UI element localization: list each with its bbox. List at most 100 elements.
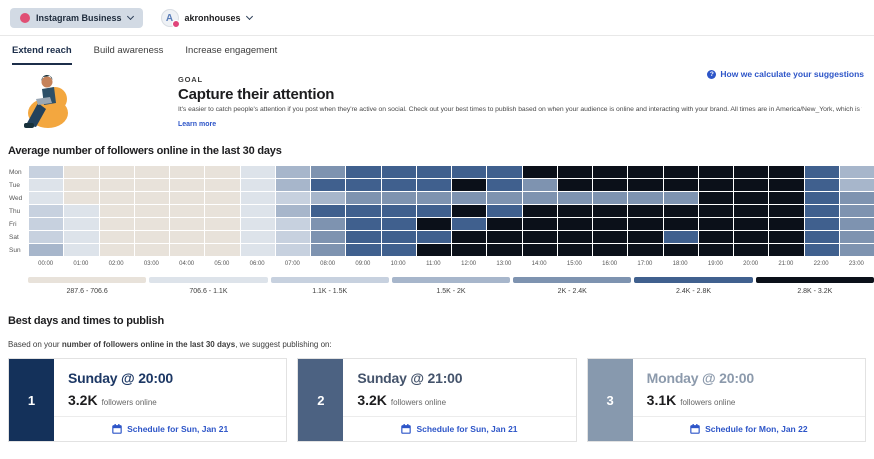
hour-axis-spacer — [0, 261, 28, 267]
suggestion-card-1: 1 Sunday @ 20:00 3.2K followers online Sched… — [8, 358, 288, 442]
goal-illustration — [24, 74, 68, 128]
heatmap-cell — [416, 192, 451, 204]
heatmap-cell — [452, 218, 487, 230]
heatmap-cell — [381, 218, 416, 230]
heatmap-grid: Mon Tue Wed Thu Fri Sat Sun — [0, 166, 874, 256]
account-selector[interactable]: A akronhouses — [160, 9, 253, 28]
heatmap-cell — [452, 179, 487, 191]
heatmap-cell — [522, 231, 557, 243]
heatmap-cell — [487, 244, 522, 256]
heatmap-cell — [134, 166, 169, 178]
how-we-calculate-label: How we calculate your suggestions — [720, 69, 864, 79]
heatmap-day-label: Sat — [9, 233, 19, 241]
goal-section: GOAL Capture their attention It's easier… — [0, 65, 874, 135]
heatmap-cell — [698, 218, 733, 230]
legend-color-bar — [513, 277, 632, 283]
heatmap-cell — [628, 218, 663, 230]
heatmap-cell — [487, 205, 522, 217]
hour-label: 04:00 — [179, 261, 195, 267]
hour-label: 03:00 — [143, 261, 159, 267]
heatmap-cell — [170, 244, 205, 256]
heatmap-cell — [416, 244, 451, 256]
chevron-down-icon — [245, 12, 253, 21]
schedule-button[interactable]: Schedule for Sun, Jan 21 — [54, 416, 287, 441]
heatmap-cell — [240, 179, 275, 191]
heatmap-cell — [698, 192, 733, 204]
heatmap-cell — [170, 179, 205, 191]
heatmap-day-label: Fri — [9, 220, 17, 228]
heatmap-cell — [593, 244, 628, 256]
heatmap-cell — [64, 231, 99, 243]
heatmap-cell — [769, 179, 804, 191]
heatmap-cell — [170, 218, 205, 230]
heatmap-cell — [452, 244, 487, 256]
avatar: A — [160, 9, 180, 28]
tab-build-awareness[interactable]: Build awareness — [93, 45, 164, 56]
heatmap-cell — [311, 244, 346, 256]
heatmap-cell — [593, 192, 628, 204]
tab-increase-engagement[interactable]: Increase engagement — [185, 45, 278, 56]
heatmap-cell — [29, 166, 64, 178]
avatar-letter: A — [165, 12, 174, 24]
heatmap-cell — [663, 244, 698, 256]
channel-selector-label: Instagram Business — [36, 13, 122, 23]
card-body: Monday @ 20:00 3.1K followers online Schedu… — [632, 359, 865, 441]
heatmap-cell — [452, 231, 487, 243]
question-mark-icon: ? — [707, 69, 717, 79]
schedule-button[interactable]: Schedule for Sun, Jan 21 — [343, 416, 576, 441]
heatmap-cell — [311, 218, 346, 230]
heatmap-cell — [64, 166, 99, 178]
heatmap-cell — [663, 218, 698, 230]
heatmap-cell — [275, 205, 310, 217]
legend-range-label: 1.5K - 2K — [436, 288, 466, 295]
rank-badge: 1 — [9, 359, 54, 441]
heatmap-cell — [64, 244, 99, 256]
learn-more-link[interactable]: Learn more — [178, 121, 217, 128]
schedule-label: Schedule for Sun, Jan 21 — [127, 424, 229, 434]
heatmap-cell — [134, 244, 169, 256]
hour-label: 19:00 — [707, 261, 723, 267]
heatmap-cell — [804, 218, 839, 230]
heatmap-cell — [593, 205, 628, 217]
heatmap-cell — [381, 166, 416, 178]
heatmap-cell — [381, 192, 416, 204]
card-title: Sunday @ 20:00 — [68, 370, 174, 386]
heatmap-cell — [804, 231, 839, 243]
legend-color-bar — [149, 277, 268, 283]
tab-extend-reach[interactable]: Extend reach — [12, 36, 72, 65]
heatmap-cell — [628, 205, 663, 217]
hour-label: 21:00 — [778, 261, 794, 267]
heatmap-legend: 287.6 - 706.6 706.6 - 1.1K 1.1K - 1.5K 1.5K… — [28, 277, 874, 295]
schedule-label: Schedule for Mon, Jan 22 — [705, 424, 808, 434]
heatmap-cell — [416, 205, 451, 217]
heatmap-day-label: Sun — [9, 246, 21, 254]
hour-label: 22:00 — [813, 261, 829, 267]
heatmap-cell — [452, 166, 487, 178]
goal-title: Capture their attention — [178, 86, 335, 103]
card-main: Monday @ 20:00 3.1K followers online — [633, 359, 865, 416]
followers-count: 3.1K — [646, 392, 677, 408]
card-title: Monday @ 20:00 — [646, 370, 755, 386]
heatmap-cell — [29, 244, 64, 256]
hour-label: 14:00 — [531, 261, 547, 267]
hour-label: 20:00 — [743, 261, 759, 267]
hour-label: 12:00 — [461, 261, 477, 267]
how-we-calculate-link[interactable]: ? How we calculate your suggestions — [707, 69, 864, 79]
heatmap-cell — [804, 166, 839, 178]
heatmap-cell — [99, 218, 134, 230]
heatmap-cell — [311, 192, 346, 204]
heatmap-cell — [487, 179, 522, 191]
heatmap-cell — [628, 244, 663, 256]
heatmap-cell — [240, 166, 275, 178]
heatmap-cell — [416, 166, 451, 178]
channel-selector[interactable]: Instagram Business — [10, 8, 143, 28]
schedule-button[interactable]: Schedule for Mon, Jan 22 — [632, 416, 865, 441]
heatmap-cell — [134, 205, 169, 217]
hour-label: 11:00 — [426, 261, 441, 267]
heatmap-cell — [170, 205, 205, 217]
heatmap-cell — [64, 179, 99, 191]
heatmap-cell — [593, 231, 628, 243]
hour-label: 23:00 — [848, 261, 864, 267]
heatmap-cell — [381, 244, 416, 256]
heatmap-cell — [522, 205, 557, 217]
